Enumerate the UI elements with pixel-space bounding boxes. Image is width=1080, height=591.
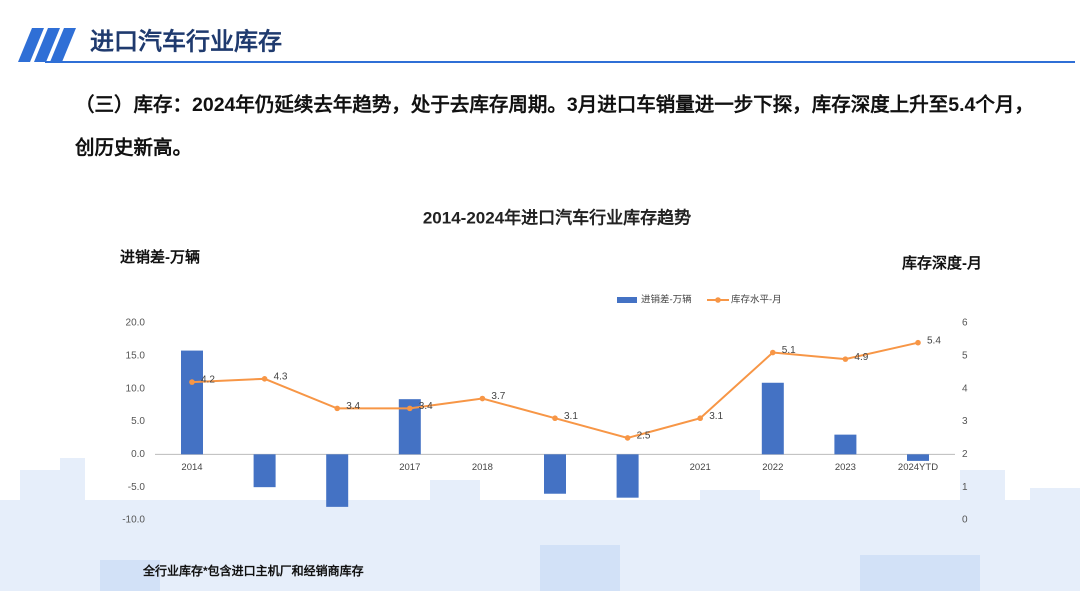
line-marker [261, 376, 268, 382]
header-title: 进口汽车行业库存 [90, 27, 282, 55]
y-tick-label: 10.0 [126, 383, 146, 394]
bar [181, 350, 203, 455]
bar [326, 454, 349, 507]
y2-tick-label: 2 [962, 449, 968, 460]
line-marker [334, 405, 341, 412]
paragraph: （三）库存：2024年仍延续去年趋势，处于去库存周期。3月进口车销量进一步下探，… [75, 94, 1034, 159]
legend-label: 进销差-万辆 [641, 294, 692, 306]
x-tick-label: 2017 [399, 462, 420, 473]
line-marker [479, 395, 486, 402]
legend-swatch [617, 297, 637, 303]
chart-title: 2014-2024年进口汽车行业库存趋势 [423, 207, 691, 227]
line [191, 341, 919, 439]
data-label: 3.1 [709, 411, 723, 422]
data-label: 4.2 [201, 375, 215, 386]
bar [616, 454, 639, 498]
y2-tick-label: 6 [962, 318, 968, 329]
data-label: 3.4 [346, 401, 360, 412]
y-tick-label: -5.0 [128, 482, 146, 493]
bar [834, 434, 857, 455]
x-tick-label: 2022 [762, 462, 783, 473]
data-label: 5.4 [927, 335, 941, 346]
line-marker [842, 356, 849, 362]
legend-label: 库存水平-月 [731, 294, 782, 306]
y-tick-label: -10.0 [122, 515, 145, 526]
data-label: 4.9 [854, 352, 868, 363]
bar [761, 382, 784, 455]
header-icon [18, 28, 76, 62]
x-tick-label: 2023 [835, 462, 856, 473]
y-axis-title: 进销差-万辆 [120, 248, 200, 266]
line-marker [770, 349, 776, 356]
data-label: 3.1 [564, 411, 578, 422]
line-marker [407, 405, 413, 412]
y-tick-label: 5.0 [131, 416, 145, 427]
y-tick-label: 0.0 [131, 449, 145, 460]
x-tick-label: 2024YTD [898, 462, 938, 473]
bar [907, 454, 929, 461]
footnote: 全行业库存*包含进口主机厂和经销商库存 [142, 563, 364, 578]
y2-tick-label: 5 [962, 350, 968, 361]
data-label: 5.1 [782, 345, 796, 356]
y2-tick-label: 0 [962, 515, 968, 526]
y2-axis-title: 库存深度-月 [902, 254, 982, 272]
line-marker [189, 379, 195, 385]
skyline-dark [100, 545, 980, 591]
x-tick-label: 2018 [472, 462, 493, 473]
legend-swatch [715, 297, 721, 303]
y-tick-label: 20.0 [126, 318, 146, 329]
data-label: 3.4 [419, 401, 433, 412]
y2-tick-label: 3 [962, 416, 968, 427]
bar [544, 454, 566, 494]
line-marker [552, 415, 558, 422]
y2-tick-label: 4 [962, 383, 968, 394]
line-marker [624, 435, 631, 441]
skyline [0, 458, 1080, 591]
data-label: 2.5 [637, 431, 651, 442]
y2-tick-label: 1 [962, 482, 968, 493]
data-label: 4.3 [274, 371, 288, 382]
data-label: 3.7 [491, 391, 505, 402]
line-marker [915, 339, 921, 346]
line-marker [697, 415, 703, 422]
x-tick-label: 2021 [690, 462, 711, 473]
bar [253, 454, 276, 488]
y-tick-label: 15.0 [126, 350, 146, 361]
x-tick-label: 2014 [181, 462, 202, 473]
bar [398, 399, 421, 455]
